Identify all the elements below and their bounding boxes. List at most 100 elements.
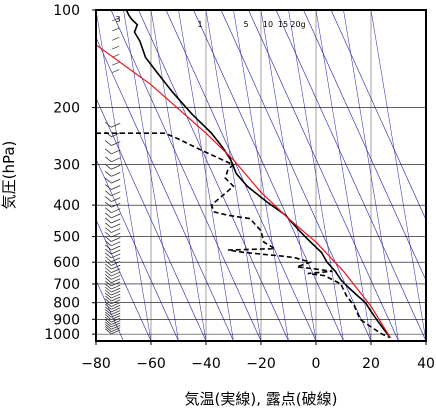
wind-barb: [111, 304, 121, 310]
x-tick-label: −60: [136, 356, 166, 372]
mixing-ratio-line: [260, 10, 317, 341]
wind-barb: [111, 253, 121, 259]
y-tick-label: 200: [53, 101, 80, 117]
profile-lines: [96, 10, 391, 339]
x-axis-ticks: −80 −60 −40 −20 0 20 40: [81, 341, 435, 372]
wind-barb: [111, 268, 121, 273]
wind-barb: [111, 299, 121, 305]
wind-barb-feather: [104, 309, 112, 315]
wind-barb: [111, 202, 121, 208]
wind-barb-feather: [104, 286, 112, 293]
wind-barb: [111, 223, 121, 229]
wind-barb-feather: [104, 236, 112, 242]
wind-barb: [111, 257, 121, 263]
wind-barb-feather: [104, 201, 112, 208]
wind-barb-feather: [104, 319, 112, 325]
mixing-ratio-label: 3: [115, 15, 120, 24]
mixing-ratio-label: 1: [197, 20, 202, 29]
y-tick-label: 700: [53, 277, 80, 293]
wind-barb-feather: [104, 311, 112, 318]
wind-barb: [111, 208, 121, 214]
mixing-ratio-label: 20g: [290, 20, 305, 29]
wind-barb-feather: [104, 326, 112, 332]
x-tick-label: 0: [312, 356, 321, 372]
x-tick-label: −80: [81, 356, 111, 372]
wind-barb-feather: [104, 321, 112, 328]
isotherm-line: [303, 10, 426, 282]
wind-barb-feather: [104, 184, 112, 190]
wind-barb: [111, 317, 121, 323]
mixing-ratio-label: 10: [263, 20, 273, 29]
wind-barb: [111, 293, 121, 299]
y-tick-label: 800: [53, 296, 80, 312]
wind-barb: [111, 171, 121, 177]
wind-barb: [111, 141, 121, 146]
wind-barb: [111, 245, 121, 251]
x-tick-label: −20: [246, 356, 276, 372]
wind-barb-feather: [104, 196, 112, 202]
wind-barb: [112, 17, 120, 22]
wind-barb: [111, 241, 121, 247]
wind-barb-feather: [104, 244, 112, 251]
isotherm-line: [330, 10, 426, 221]
wind-barb-feather: [104, 323, 112, 330]
y-tick-label: 400: [53, 198, 80, 214]
wind-barb-feather: [104, 289, 112, 296]
reference-line: [96, 44, 391, 338]
wind-barb: [111, 197, 121, 202]
x-tick-label: 20: [362, 356, 380, 372]
wind-barb: [111, 322, 121, 328]
wind-barb-feather: [104, 295, 112, 302]
wind-barb: [111, 329, 121, 335]
mixing-ratio-line: [370, 10, 426, 341]
wind-barb-feather: [104, 292, 112, 299]
wind-barb: [111, 320, 121, 325]
wind-barb: [111, 281, 121, 287]
x-tick-label: −40: [191, 356, 221, 372]
wind-barb: [112, 61, 120, 66]
wind-barb-feather: [104, 252, 112, 259]
wind-barb: [111, 315, 121, 320]
wind-barb: [111, 271, 121, 277]
x-tick-label: 40: [417, 356, 435, 372]
wind-barb: [111, 290, 121, 296]
wind-barb-feather: [104, 240, 112, 247]
wind-barb-feather: [104, 277, 112, 284]
wind-barb: [111, 185, 121, 190]
wind-barb-feather: [104, 328, 112, 335]
temperature-line: [125, 10, 391, 339]
wind-barb: [111, 237, 121, 242]
wind-barb: [111, 191, 121, 197]
wind-barb-feather: [104, 217, 112, 224]
y-tick-label: 100: [53, 3, 80, 19]
wind-barb: [111, 157, 121, 163]
wind-barbs: [104, 17, 121, 335]
wind-barb-feather: [104, 121, 112, 128]
wind-barb: [112, 69, 120, 73]
x-axis-title: 気温(実線), 露点(破線): [185, 390, 338, 408]
wind-barb: [111, 278, 121, 284]
wind-barb-feather: [104, 212, 112, 219]
isotherm-line: [110, 10, 262, 341]
wind-barb: [112, 45, 120, 50]
wind-barb-feather: [104, 227, 112, 233]
wind-barb: [111, 218, 121, 224]
wind-barb-feather: [104, 298, 112, 305]
mixing-ratio-line: [150, 10, 207, 341]
wind-barb: [111, 232, 121, 238]
pressure-gridlines: [96, 10, 426, 341]
wind-barb: [111, 327, 121, 332]
wind-barb: [111, 149, 121, 155]
isotherm-line: [96, 36, 234, 341]
wind-barb-feather: [104, 140, 112, 146]
wind-barb: [111, 312, 121, 318]
wind-barb-feather: [104, 171, 112, 177]
isotherm-line: [193, 10, 344, 341]
wind-barb: [111, 178, 121, 184]
wind-barb: [111, 324, 121, 330]
isotherm-line: [96, 279, 124, 341]
wind-barb: [111, 264, 121, 270]
wind-barb-feather: [104, 283, 112, 290]
wind-barb-feather: [104, 270, 112, 277]
